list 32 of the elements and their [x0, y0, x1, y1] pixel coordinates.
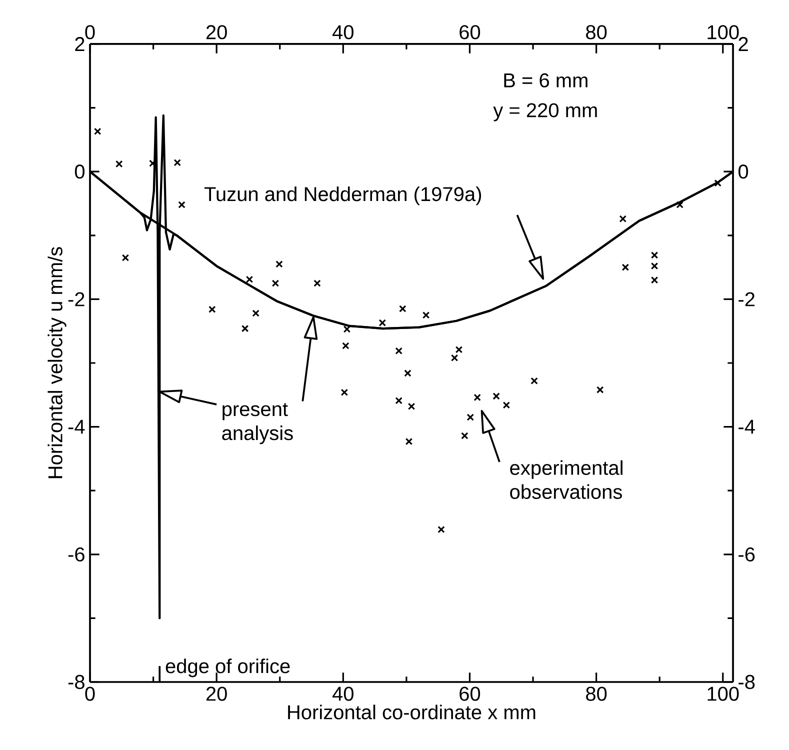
x-tick-label: 60 — [460, 686, 480, 701]
x2-tick-label: 60 — [460, 25, 480, 40]
annotation: present analysis — [222, 403, 293, 444]
y2-tick-label: 2 — [738, 37, 748, 51]
y2-tick-label: 0 — [738, 164, 748, 179]
annotation: B = 6 mm — [504, 73, 588, 88]
x2-tick-label: 80 — [586, 25, 607, 40]
x2-tick-label: 100 — [708, 25, 739, 40]
y-tick-label: -2 — [68, 292, 84, 306]
x-tick-label: 0 — [85, 686, 95, 701]
y-tick-label: 2 — [75, 37, 84, 51]
x-tick-label: 40 — [332, 686, 354, 701]
annotation: y = 220 mm — [493, 103, 597, 122]
y2-tick-label: -2 — [738, 292, 754, 306]
y-tick-label: -4 — [68, 420, 85, 434]
y-axis-title: Horizontal velocity u mm/s — [48, 247, 66, 478]
y-tick-label: -8 — [68, 674, 84, 690]
x-axis-title: Horizontal co-ordinate x mm — [288, 704, 536, 720]
annotation: Tuzun and Nedderman (1979a) — [204, 186, 482, 206]
annotation: experimental observations — [510, 460, 622, 499]
x-tick-label: 100 — [708, 686, 739, 701]
y-tick-label: -6 — [68, 547, 84, 562]
y2-tick-label: -8 — [738, 674, 755, 690]
y2-tick-label: -6 — [738, 547, 755, 562]
annotation: edge of orifice — [166, 658, 290, 678]
x2-tick-label: 0 — [85, 25, 95, 40]
x2-tick-label: 40 — [332, 25, 354, 40]
x-tick-label: 20 — [206, 686, 227, 701]
x-tick-label: 80 — [586, 686, 607, 701]
x2-tick-label: 20 — [206, 25, 227, 40]
y-tick-label: 0 — [74, 164, 84, 179]
y2-tick-label: -4 — [738, 420, 755, 434]
